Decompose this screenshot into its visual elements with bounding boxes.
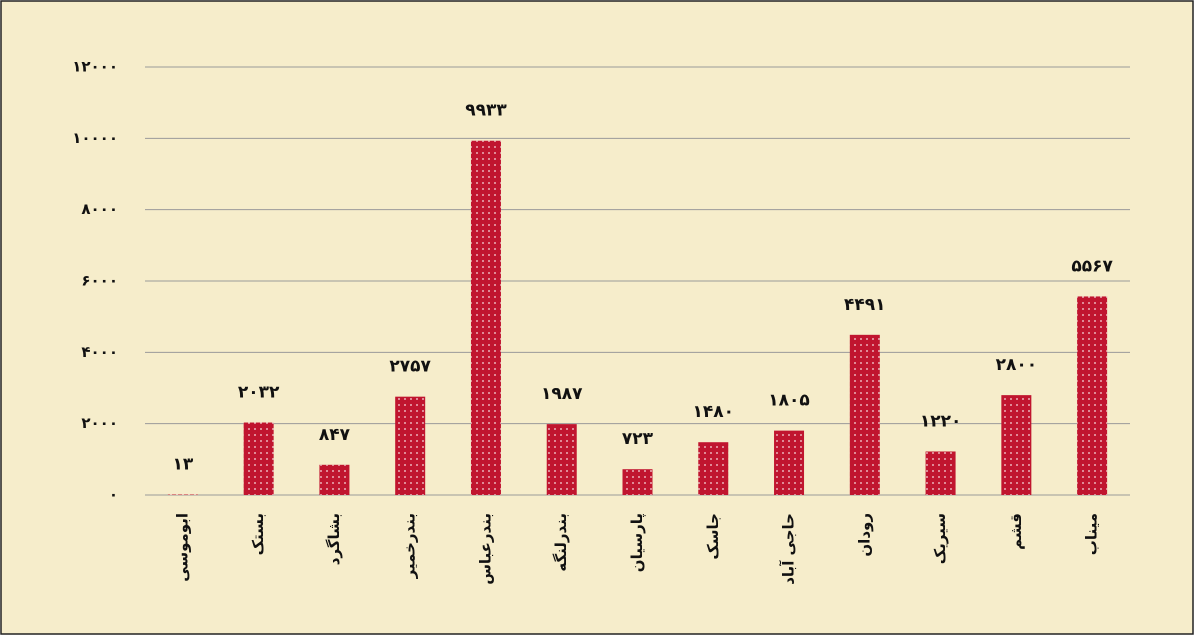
bar — [622, 469, 653, 495]
x-tick-label: بستک — [249, 513, 267, 555]
bar — [774, 430, 805, 495]
bar — [319, 464, 350, 495]
bar — [546, 424, 577, 495]
x-tick-label: بشاگرد — [325, 513, 343, 565]
x-tick-label: قشم — [1007, 513, 1025, 550]
x-tick-label: رودان — [855, 513, 873, 557]
bar — [925, 451, 956, 495]
data-label: ۷۲۳ — [622, 429, 654, 449]
bar — [470, 140, 501, 495]
y-tick-label: ۸۰۰۰ — [81, 200, 118, 218]
data-label: ۹۹۳۳ — [465, 101, 507, 121]
bar — [698, 442, 729, 495]
data-label: ۴۴۹۱ — [844, 295, 886, 315]
y-tick-label: ۱۲۰۰۰ — [72, 58, 118, 76]
data-label: ۱۸۰۵ — [768, 391, 810, 411]
y-tick-label: ۱۰۰۰۰ — [72, 129, 118, 147]
data-label: ۲۸۰۰ — [996, 355, 1038, 375]
bar — [849, 334, 880, 495]
data-label: ۲۰۳۲ — [238, 383, 280, 403]
x-tick-label: سیریک — [931, 513, 949, 564]
x-tick-label: میناب — [1083, 513, 1101, 555]
data-label: ۲۷۵۷ — [389, 357, 431, 377]
x-tick-label: بندرلنگه — [552, 513, 570, 572]
x-tick-label: حاجی آباد — [780, 513, 798, 585]
y-tick-label: ۴۰۰۰ — [81, 343, 118, 361]
x-tick-label: جاسک — [704, 513, 722, 560]
data-label: ۱۲۲۰ — [920, 411, 962, 431]
y-tick-label: ۶۰۰۰ — [81, 272, 118, 290]
bar — [1077, 296, 1108, 495]
data-label: ۱۴۸۰ — [693, 402, 735, 422]
data-label: ۸۴۷ — [319, 425, 351, 445]
data-label: ۱۹۸۷ — [541, 384, 583, 404]
bar — [395, 396, 426, 495]
x-tick-label: پارسیان — [628, 513, 647, 572]
bar — [1001, 395, 1032, 495]
x-tick-label: بندرخمیر — [401, 513, 419, 579]
y-tick-label: ۲۰۰۰ — [81, 414, 118, 432]
y-tick-label: ۰ — [109, 486, 118, 504]
x-tick-label: ابوموسی — [173, 513, 191, 582]
data-label: ۵۵۶۷ — [1071, 256, 1113, 276]
x-tick-label: بندرعباس — [476, 513, 494, 585]
bar — [243, 422, 274, 495]
data-label: ۱۳ — [173, 455, 194, 475]
